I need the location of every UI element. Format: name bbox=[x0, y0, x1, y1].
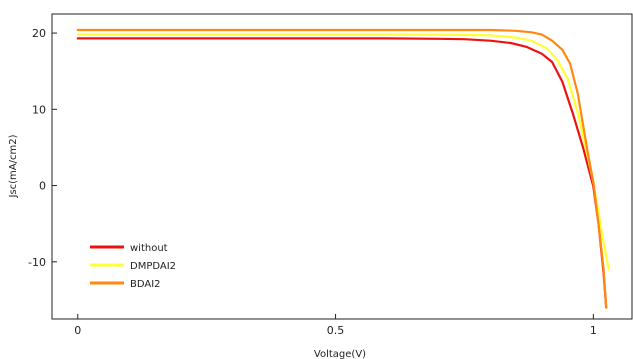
series-line-bdai2 bbox=[76, 28, 608, 309]
series-layer bbox=[76, 28, 610, 309]
legend-label: DMPDAI2 bbox=[130, 261, 176, 272]
legend-label: BDAI2 bbox=[130, 279, 161, 290]
x-tick-label: 0 bbox=[74, 324, 81, 337]
legend-label: without bbox=[130, 243, 168, 254]
plot-frame bbox=[51, 13, 633, 320]
x-axis-title: Voltage(V) bbox=[314, 349, 366, 359]
x-tick-label: 1 bbox=[590, 324, 597, 337]
y-tick-label: -10 bbox=[28, 256, 46, 269]
y-tick-label: 0 bbox=[39, 180, 46, 193]
x-axis-ticks: 0 0.5 1 bbox=[74, 314, 597, 337]
legend: without DMPDAI2 BDAI2 bbox=[90, 243, 176, 290]
y-axis-ticks: -10 0 10 20 bbox=[28, 27, 57, 269]
y-tick-label: 10 bbox=[32, 103, 46, 116]
x-tick-label: 0.5 bbox=[327, 324, 345, 337]
y-axis-title: Jsc(mA/cm2) bbox=[8, 134, 19, 198]
series-line-dmpdai2 bbox=[76, 33, 610, 271]
y-tick-label: 20 bbox=[32, 27, 46, 40]
